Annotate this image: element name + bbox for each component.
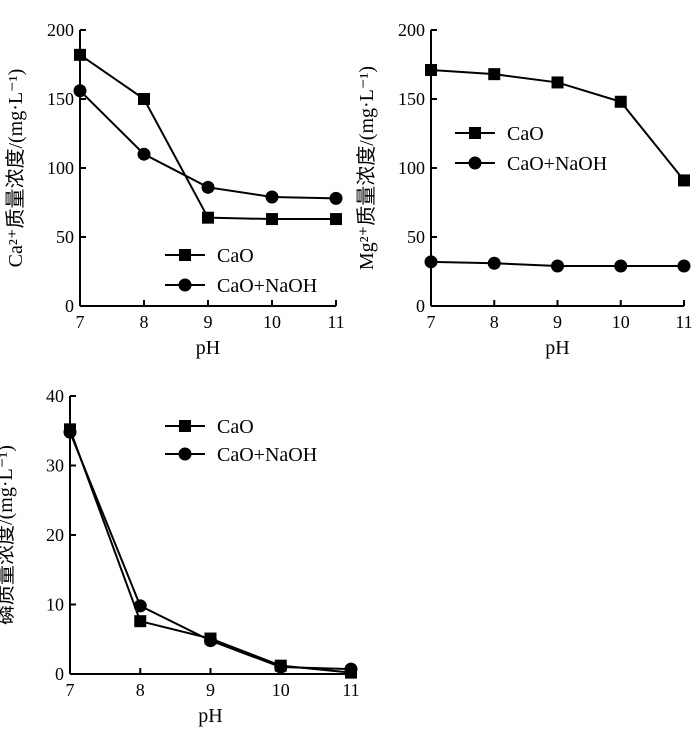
data-point-square xyxy=(134,615,147,628)
y-tick-label: 50 xyxy=(56,227,74,247)
y-tick-label: 20 xyxy=(46,525,64,545)
data-point-circle xyxy=(204,634,217,648)
x-tick-label: 7 xyxy=(427,312,436,332)
data-point-circle xyxy=(329,191,343,205)
data-point-circle xyxy=(487,256,501,270)
data-point-circle xyxy=(677,259,691,273)
x-tick-label: 9 xyxy=(553,312,562,332)
data-point-circle xyxy=(424,255,438,269)
data-point-circle xyxy=(614,259,628,273)
y-tick-label: 150 xyxy=(398,89,425,109)
series-line-square xyxy=(79,54,336,221)
x-tick-label: 7 xyxy=(66,680,75,700)
data-point-circle xyxy=(201,180,215,194)
y-tick-label: 0 xyxy=(416,296,425,316)
data-point-square xyxy=(330,213,342,226)
legend-marker-square xyxy=(469,127,481,139)
x-tick-label: 11 xyxy=(327,312,344,332)
legend-marker-square xyxy=(179,249,191,261)
data-point-square xyxy=(488,68,501,81)
legend-label: CaO xyxy=(217,245,254,267)
x-tick-label: 8 xyxy=(140,312,149,332)
y-axis-title: 磷质量浓度/(mg·L⁻¹) xyxy=(0,445,17,625)
data-point-square xyxy=(425,64,437,77)
x-axis-title: pH xyxy=(545,337,569,359)
x-tick-label: 9 xyxy=(204,312,213,332)
data-point-circle xyxy=(133,599,147,613)
legend-marker-square xyxy=(179,420,191,432)
legend-label: CaO+NaOH xyxy=(217,444,317,466)
y-tick-label: 40 xyxy=(46,386,64,406)
chart-panel-mg: 0 50 100 150 200 7 8 9 10 11 pH Mg²⁺质量浓度/(mg·L⁻¹) Ca… xyxy=(355,20,693,359)
y-axis-title: Mg²⁺质量浓度/(mg·L⁻¹) xyxy=(355,66,378,270)
y-tick-label: 30 xyxy=(46,456,64,476)
x-tick-label: 8 xyxy=(490,312,499,332)
y-tick-label: 150 xyxy=(47,89,74,109)
x-tick-label: 11 xyxy=(342,680,359,700)
x-tick-label: 10 xyxy=(272,680,290,700)
x-tick-label: 9 xyxy=(206,680,215,700)
data-point-circle xyxy=(274,660,288,674)
y-tick-label: 0 xyxy=(65,296,74,316)
y-tick-label: 100 xyxy=(398,158,425,178)
x-tick-label: 11 xyxy=(675,312,692,332)
legend-label: CaO+NaOH xyxy=(217,275,317,297)
legend-label: CaO+NaOH xyxy=(507,153,607,175)
y-tick-label: 0 xyxy=(55,664,64,684)
x-tick-label: 10 xyxy=(612,312,630,332)
legend-marker-circle xyxy=(468,156,482,170)
data-point-circle xyxy=(551,259,564,273)
x-axis-title: pH xyxy=(196,337,220,359)
data-point-square xyxy=(614,95,627,108)
x-tick-label: 10 xyxy=(263,312,281,332)
chart-panel-ca: 0 50 100 150 200 7 8 9 10 11 pH Ca²⁺质量浓度/(mg·L⁻¹) Ca… xyxy=(4,20,345,359)
data-point-square xyxy=(138,93,150,105)
chart-panel-phosphorus: 0 10 20 30 40 7 8 9 10 11 pH 磷质量浓度/(mg·L⁻¹) CaO CaO+N… xyxy=(0,386,360,727)
data-point-circle xyxy=(344,662,358,676)
legend-label: CaO xyxy=(217,416,254,438)
y-tick-label: 200 xyxy=(398,20,425,40)
legend-label: CaO xyxy=(507,123,544,145)
data-point-square xyxy=(678,174,690,187)
x-axis-title: pH xyxy=(198,705,222,727)
data-point-circle xyxy=(63,425,77,439)
x-tick-label: 8 xyxy=(136,680,145,700)
x-tick-label: 7 xyxy=(76,312,85,332)
data-point-square xyxy=(74,48,86,61)
data-point-square xyxy=(202,211,214,224)
legend-marker-circle xyxy=(178,278,192,292)
data-point-square xyxy=(551,76,564,89)
data-point-circle xyxy=(265,190,279,204)
y-tick-label: 100 xyxy=(47,158,74,178)
data-point-circle xyxy=(73,84,87,98)
y-tick-label: 50 xyxy=(407,227,425,247)
legend-marker-circle xyxy=(178,447,192,461)
y-tick-label: 200 xyxy=(47,20,74,40)
y-axis-title: Ca²⁺质量浓度/(mg·L⁻¹) xyxy=(4,69,27,268)
data-point-square xyxy=(266,213,278,226)
data-point-circle xyxy=(137,147,151,161)
y-tick-label: 10 xyxy=(46,595,64,615)
